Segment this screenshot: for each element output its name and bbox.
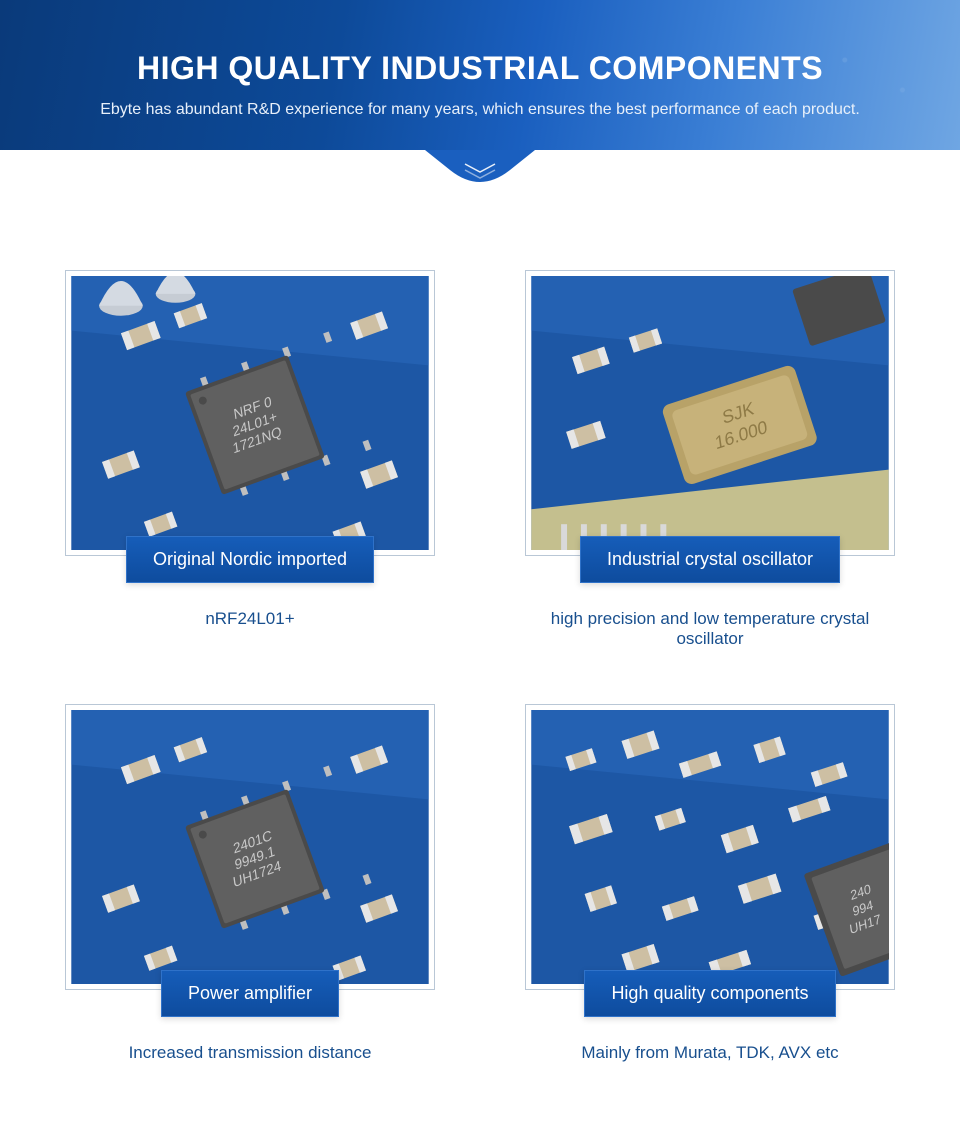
card-description: high precision and low temperature cryst… [520, 609, 900, 649]
hero-title: HIGH QUALITY INDUSTRIAL COMPONENTS [0, 50, 960, 87]
card-badge: High quality components [584, 970, 835, 1017]
card-description: nRF24L01+ [205, 609, 294, 629]
card-badge: Industrial crystal oscillator [580, 536, 840, 583]
hero-banner: HIGH QUALITY INDUSTRIAL COMPONENTS Ebyte… [0, 0, 960, 150]
card-frame: SJK 16.000 [525, 270, 895, 556]
card-frame: 240 994 UH17 [525, 704, 895, 990]
component-card: SJK 16.000 Industrial crystal oscillator… [520, 270, 900, 649]
component-card: NRF 024L01+1721NQ Original Nordic import… [60, 270, 440, 649]
pcb-illustration: 2401C9949.1UH1724 [71, 710, 429, 984]
hero-subtitle: Ebyte has abundant R&D experience for ma… [0, 101, 960, 119]
pcb-illustration: NRF 024L01+1721NQ [71, 276, 429, 550]
hero-notch [425, 150, 535, 186]
card-frame: 2401C9949.1UH1724 [65, 704, 435, 990]
component-card: 2401C9949.1UH1724 Power amplifier Increa… [60, 704, 440, 1063]
card-frame: NRF 024L01+1721NQ [65, 270, 435, 556]
card-badge: Original Nordic imported [126, 536, 374, 583]
component-card: 240 994 UH17 High quality components Mai… [520, 704, 900, 1063]
card-description: Mainly from Murata, TDK, AVX etc [581, 1043, 838, 1063]
card-badge: Power amplifier [161, 970, 339, 1017]
card-description: Increased transmission distance [129, 1043, 372, 1063]
cards-grid: NRF 024L01+1721NQ Original Nordic import… [0, 150, 960, 1063]
pcb-illustration: SJK 16.000 [531, 276, 889, 550]
pcb-illustration: 240 994 UH17 [531, 710, 889, 984]
